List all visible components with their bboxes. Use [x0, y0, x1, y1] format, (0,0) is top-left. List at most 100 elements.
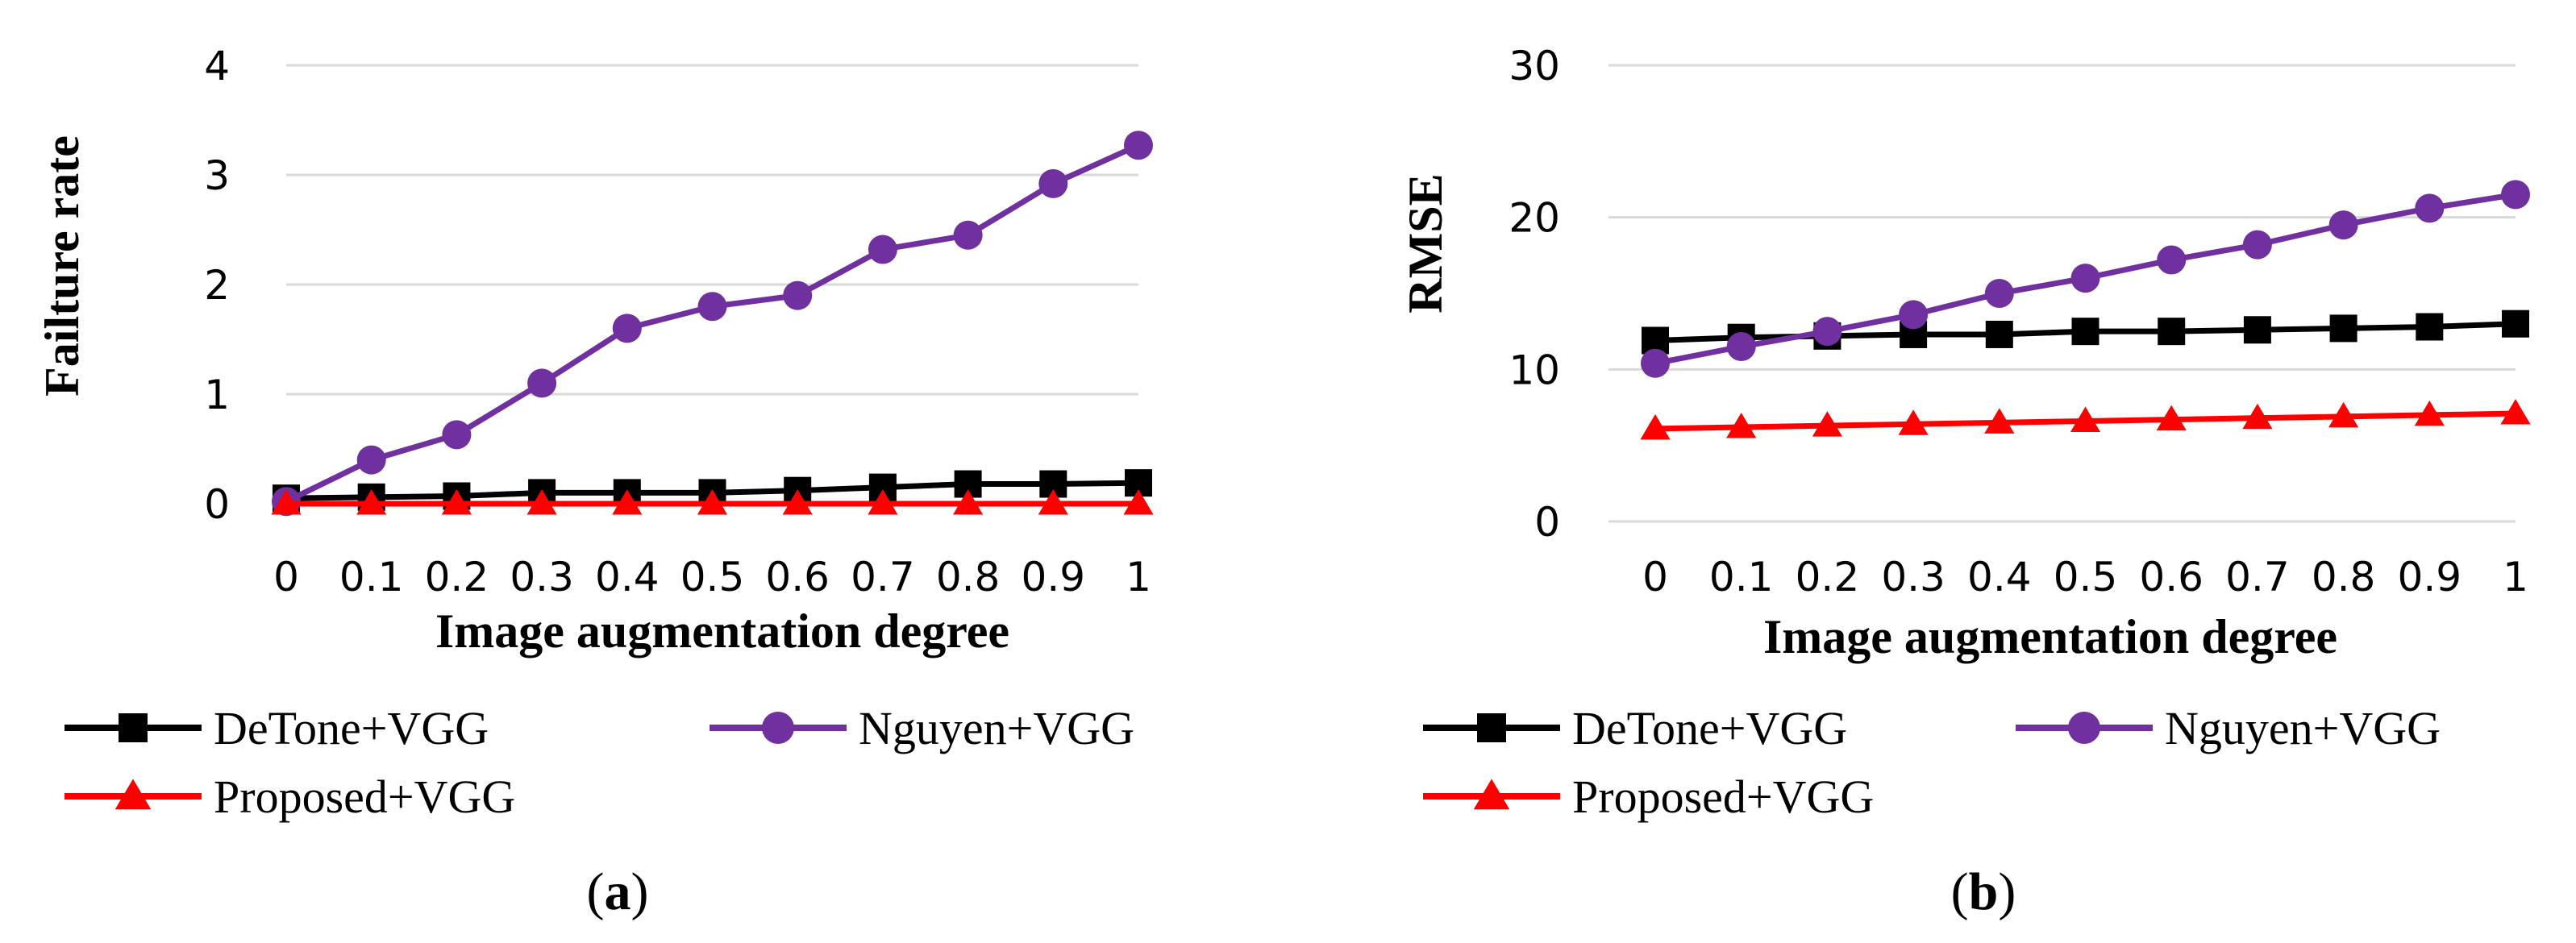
panel-b-caption: (b) [1951, 862, 2016, 921]
panel-a-data-point [356, 489, 387, 515]
panel-b-legend-marker [1473, 779, 1510, 810]
panel-b-xtick-label: 0.9 [2398, 554, 2462, 600]
panel-a-data-point [356, 445, 386, 475]
panel-a-xtick-label: 0.1 [339, 554, 404, 600]
panel-a-legend-entry: Nguyen+VGG [710, 702, 1134, 754]
panel-a-ytick-label: 4 [204, 43, 230, 89]
panel-b-data-point [1726, 332, 1756, 362]
panel-b-data-point [2071, 318, 2100, 346]
panel-a-legend-entry: DeTone+VGG [65, 702, 489, 754]
panel-b-xtick-label: 0.4 [1967, 554, 2032, 600]
panel-a-data-point [782, 489, 813, 515]
panel-a-data-point [1123, 489, 1154, 515]
panel-b-xtick-label: 0.3 [1881, 554, 1946, 600]
panel-b-ytick-label: 10 [1509, 347, 1560, 393]
panel-b-legend-label: DeTone+VGG [1572, 702, 1847, 754]
panel-a-xtick-label: 0.6 [765, 554, 830, 600]
panel-b-series-nguyen-vgg [1641, 180, 2530, 378]
panel-b-data-point [1640, 413, 1671, 440]
panel-b-xtick-label: 0.5 [2054, 554, 2118, 600]
panel-b-legend-marker [1477, 713, 1506, 742]
panel-b-xtick-label: 0.1 [1709, 554, 1774, 600]
panel-b-data-point [1641, 348, 1670, 378]
panel-a-series-proposed-vgg [271, 489, 1154, 515]
panel-a-series-line [285, 143, 1140, 505]
panel-b-data-point [2501, 180, 2530, 210]
panel-b-data-point [1726, 413, 1757, 438]
panel-a-data-point [1038, 168, 1068, 198]
panel-a-data-point [527, 368, 557, 398]
panel-a-xtick-label: 0.2 [425, 554, 489, 600]
panel-b-legend-marker [2068, 712, 2100, 744]
panel-a-data-point [1124, 131, 1153, 160]
panel-b-data-point [2415, 193, 2445, 223]
panel-b-chart: 0 10 20 30 0 0.1 0.2 0.3 0.4 0.5 0.6 0.7 0.8 0.9 1 Imag… [1399, 43, 2531, 921]
panel-b-data-point [2157, 245, 2187, 275]
panel-a-xtick-label: 0.5 [680, 554, 745, 600]
panel-a-ytick-label: 2 [204, 262, 230, 309]
panel-b-legend-entry: Nguyen+VGG [2016, 702, 2441, 754]
panel-a-y-axis-title: Failture rate [35, 135, 89, 397]
panel-b-legend-label: Proposed+VGG [1572, 771, 1874, 823]
panel-b-ytick-label: 20 [1509, 195, 1560, 242]
panel-b-xtick-label: 0.8 [2312, 554, 2376, 600]
panel-b-legend-entry: DeTone+VGG [1423, 702, 1847, 754]
panel-a-legend-label: Proposed+VGG [214, 771, 515, 823]
panel-a-data-point [441, 489, 472, 515]
panel-a-x-axis-title: Image augmentation degree [435, 604, 1009, 658]
panel-b-data-point [2328, 210, 2358, 240]
panel-a-data-point [1038, 489, 1068, 515]
panel-a-data-point [271, 489, 302, 515]
panel-b-legend-label: Nguyen+VGG [2165, 702, 2441, 754]
panel-b-data-point [2242, 230, 2272, 260]
panel-b-xtick-label: 0.7 [2225, 554, 2290, 600]
panel-a-legend-entry: Proposed+VGG [65, 771, 515, 823]
panel-b-data-point [2242, 403, 2273, 430]
panel-a-xtick-label: 0.4 [595, 554, 660, 600]
panel-a-legend-marker [114, 779, 152, 810]
panel-a-xtick-label: 1 [1126, 554, 1151, 600]
panel-a-series-nguyen-vgg [272, 131, 1153, 517]
panel-a-data-point [526, 489, 557, 515]
panel-b-data-point [2070, 406, 2101, 432]
panel-a-data-point [868, 235, 897, 264]
panel-a-data-point [697, 489, 728, 515]
panel-b-data-point [2500, 399, 2531, 425]
panel-b-ytick-label: 30 [1509, 43, 1560, 89]
panel-b-data-point [1984, 408, 2015, 434]
panel-b-data-point [2328, 401, 2359, 428]
panel-b-y-axis-title: RMSE [1399, 173, 1452, 313]
panel-b-data-point [2158, 318, 2186, 346]
panel-a-xtick-label: 0.9 [1022, 554, 1086, 600]
panel-a-data-point [612, 489, 643, 515]
panel-b-xtick-label: 0 [1642, 554, 1668, 600]
panel-a-legend-marker [119, 713, 148, 742]
panel-b-data-point [2070, 264, 2100, 293]
panel-a-data-point [612, 314, 642, 343]
panel-b-data-point [1899, 300, 1929, 330]
panel-b-data-point [2329, 314, 2358, 343]
panel-a-ytick-label: 1 [204, 372, 230, 418]
panel-b-data-point [1812, 317, 1842, 347]
panel-b-data-point [1812, 411, 1842, 437]
panel-b-series-detone-vgg [1642, 309, 2529, 355]
panel-b-data-point [2414, 400, 2445, 426]
panel-a-data-point [953, 489, 984, 515]
panel-b-xtick-label: 1 [2503, 554, 2528, 600]
panel-a-legend-label: Nguyen+VGG [859, 702, 1134, 754]
panel-a-xtick-label: 0.3 [510, 554, 574, 600]
panel-a-caption: (a) [587, 862, 649, 921]
panel-a-data-point [783, 280, 813, 310]
panel-b-data-point [2416, 313, 2444, 341]
panel-b-data-point [1985, 320, 2013, 348]
panel-a-data-point [442, 420, 472, 450]
panel-b-x-axis-title: Image augmentation degree [1763, 610, 2337, 663]
panel-a-legend-label: DeTone+VGG [214, 702, 489, 754]
panel-b-legend-entry: Proposed+VGG [1423, 771, 1874, 823]
panel-b-xtick-label: 0.2 [1796, 554, 1860, 600]
panel-b-xtick-label: 0.6 [2139, 554, 2204, 600]
panel-a-xtick-label: 0.7 [851, 554, 915, 600]
panel-b-data-point [1984, 279, 2014, 308]
panel-a-ytick-label: 3 [204, 152, 230, 199]
